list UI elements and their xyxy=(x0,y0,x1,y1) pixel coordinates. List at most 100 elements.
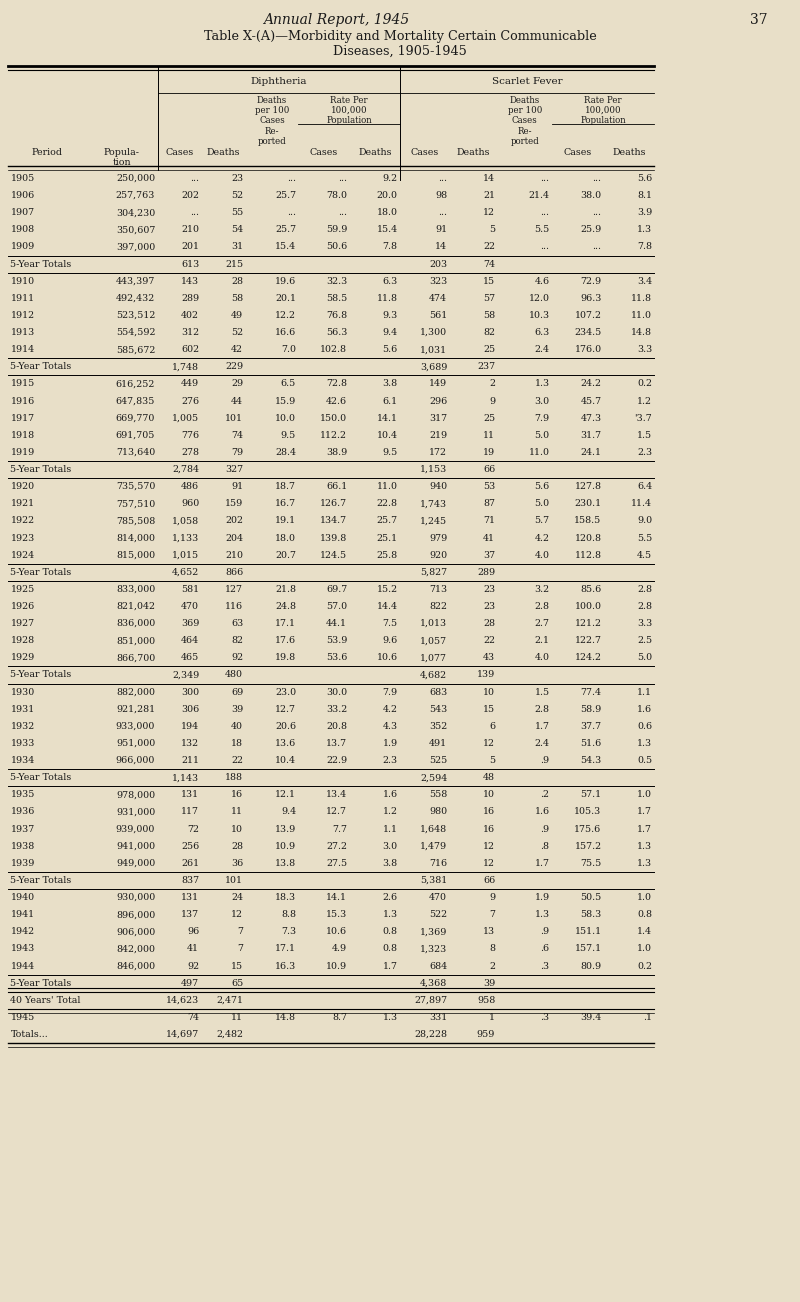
Text: 80.9: 80.9 xyxy=(581,962,602,970)
Text: 2,471: 2,471 xyxy=(216,996,243,1005)
Text: 10.4: 10.4 xyxy=(377,431,398,440)
Text: 96: 96 xyxy=(187,927,199,936)
Text: 19.8: 19.8 xyxy=(275,654,296,663)
Text: 188: 188 xyxy=(226,773,243,783)
Text: 1.6: 1.6 xyxy=(534,807,550,816)
Text: 41: 41 xyxy=(483,534,495,543)
Text: 1941: 1941 xyxy=(10,910,34,919)
Text: 10.6: 10.6 xyxy=(326,927,347,936)
Text: 30.0: 30.0 xyxy=(326,687,347,697)
Text: 602: 602 xyxy=(181,345,199,354)
Text: 17.6: 17.6 xyxy=(275,637,296,646)
Text: ...: ... xyxy=(593,174,602,184)
Text: 1,133: 1,133 xyxy=(172,534,199,543)
Text: 8.1: 8.1 xyxy=(637,191,652,201)
Text: 1911: 1911 xyxy=(10,294,34,303)
Text: 20.7: 20.7 xyxy=(275,551,296,560)
Text: 11: 11 xyxy=(483,431,495,440)
Text: 15: 15 xyxy=(483,704,495,713)
Text: 39: 39 xyxy=(483,979,495,988)
Text: 1,743: 1,743 xyxy=(420,499,447,508)
Text: 554,592: 554,592 xyxy=(116,328,155,337)
Text: 1907: 1907 xyxy=(10,208,34,217)
Text: Popula-
tion: Popula- tion xyxy=(104,148,139,167)
Text: 159: 159 xyxy=(225,499,243,508)
Text: 28.4: 28.4 xyxy=(275,448,296,457)
Text: 2.8: 2.8 xyxy=(534,704,550,713)
Text: 52: 52 xyxy=(231,328,243,337)
Text: 79: 79 xyxy=(231,448,243,457)
Text: 1.6: 1.6 xyxy=(382,790,398,799)
Text: 15.9: 15.9 xyxy=(274,397,296,405)
Text: 821,042: 821,042 xyxy=(116,602,155,611)
Text: 1.3: 1.3 xyxy=(534,379,550,388)
Text: 49: 49 xyxy=(231,311,243,320)
Text: 4.2: 4.2 xyxy=(534,534,550,543)
Text: 312: 312 xyxy=(181,328,199,337)
Text: 194: 194 xyxy=(181,721,199,730)
Text: 24.8: 24.8 xyxy=(275,602,296,611)
Text: 1930: 1930 xyxy=(10,687,34,697)
Text: 2.7: 2.7 xyxy=(534,620,550,628)
Text: 10: 10 xyxy=(483,687,495,697)
Text: 100.0: 100.0 xyxy=(574,602,602,611)
Text: 1938: 1938 xyxy=(10,841,34,850)
Text: 126.7: 126.7 xyxy=(320,499,347,508)
Text: 39.4: 39.4 xyxy=(580,1013,602,1022)
Text: 23.0: 23.0 xyxy=(275,687,296,697)
Text: 20.0: 20.0 xyxy=(377,191,398,201)
Text: 470: 470 xyxy=(181,602,199,611)
Text: 815,000: 815,000 xyxy=(116,551,155,560)
Text: 28: 28 xyxy=(231,277,243,285)
Text: 1913: 1913 xyxy=(10,328,34,337)
Text: 18.3: 18.3 xyxy=(275,893,296,902)
Text: Rate Per
100,000
Population: Rate Per 100,000 Population xyxy=(580,96,626,125)
Text: 151.1: 151.1 xyxy=(574,927,602,936)
Text: 6: 6 xyxy=(489,721,495,730)
Text: 11.0: 11.0 xyxy=(377,482,398,491)
Text: 5.6: 5.6 xyxy=(637,174,652,184)
Text: 1924: 1924 xyxy=(10,551,34,560)
Text: 920: 920 xyxy=(429,551,447,560)
Text: 261: 261 xyxy=(181,859,199,868)
Text: 486: 486 xyxy=(181,482,199,491)
Text: 979: 979 xyxy=(429,534,447,543)
Text: 669,770: 669,770 xyxy=(116,414,155,423)
Text: 50.6: 50.6 xyxy=(326,242,347,251)
Text: 150.0: 150.0 xyxy=(320,414,347,423)
Text: 1.5: 1.5 xyxy=(534,687,550,697)
Text: 2.8: 2.8 xyxy=(534,602,550,611)
Text: ...: ... xyxy=(541,208,550,217)
Text: 3.0: 3.0 xyxy=(534,397,550,405)
Text: 0.8: 0.8 xyxy=(382,944,398,953)
Text: 9.6: 9.6 xyxy=(382,637,398,646)
Text: 949,000: 949,000 xyxy=(116,859,155,868)
Text: 1945: 1945 xyxy=(10,1013,34,1022)
Text: 58.9: 58.9 xyxy=(580,704,602,713)
Text: ...: ... xyxy=(338,174,347,184)
Text: 10.9: 10.9 xyxy=(275,841,296,850)
Text: 2.3: 2.3 xyxy=(382,756,398,766)
Text: 53.9: 53.9 xyxy=(326,637,347,646)
Text: 18.7: 18.7 xyxy=(275,482,296,491)
Text: 5-Year Totals: 5-Year Totals xyxy=(10,259,72,268)
Text: 1,748: 1,748 xyxy=(172,362,199,371)
Text: 19.6: 19.6 xyxy=(274,277,296,285)
Text: 43: 43 xyxy=(483,654,495,663)
Text: 56.3: 56.3 xyxy=(326,328,347,337)
Text: 1932: 1932 xyxy=(10,721,34,730)
Text: 96.3: 96.3 xyxy=(580,294,602,303)
Text: 1.7: 1.7 xyxy=(637,824,652,833)
Text: 1915: 1915 xyxy=(10,379,34,388)
Text: 1,058: 1,058 xyxy=(172,517,199,526)
Text: 204: 204 xyxy=(226,534,243,543)
Text: 6.1: 6.1 xyxy=(382,397,398,405)
Text: 1905: 1905 xyxy=(10,174,34,184)
Text: 464: 464 xyxy=(181,637,199,646)
Text: 16: 16 xyxy=(483,824,495,833)
Text: 940: 940 xyxy=(429,482,447,491)
Text: .3: .3 xyxy=(541,1013,550,1022)
Text: 121.2: 121.2 xyxy=(574,620,602,628)
Text: 921,281: 921,281 xyxy=(116,704,155,713)
Text: 11.8: 11.8 xyxy=(631,294,652,303)
